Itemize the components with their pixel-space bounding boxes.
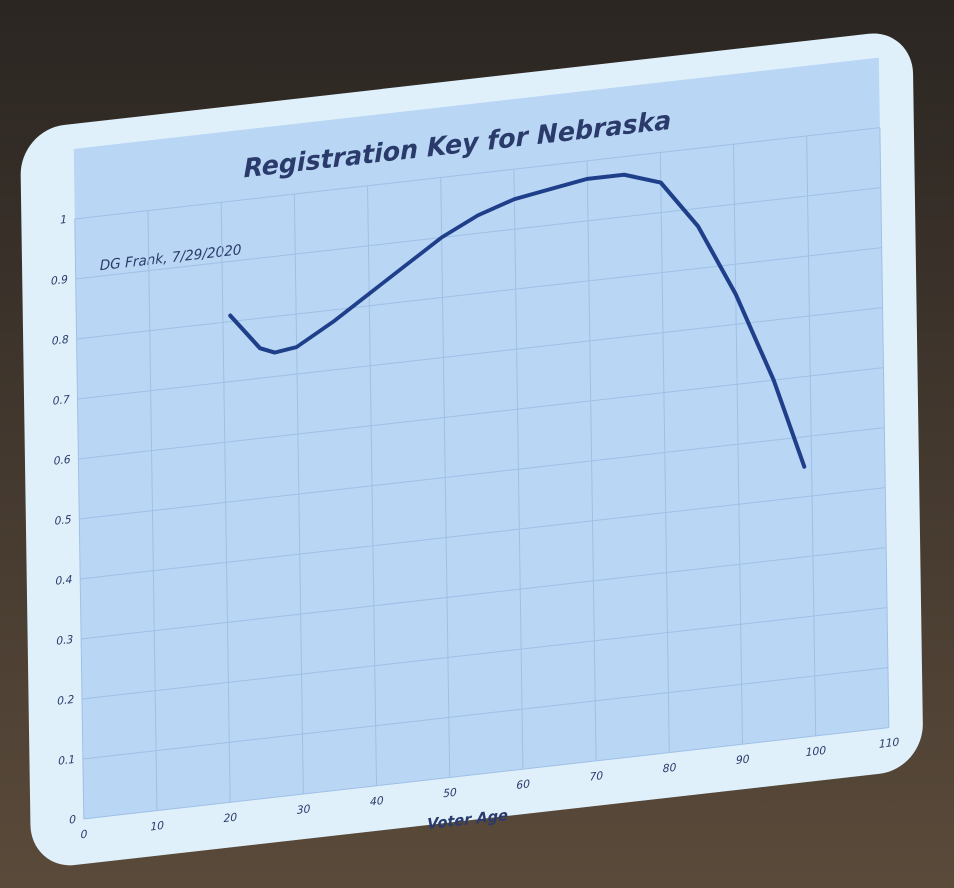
x-tick-label: 50 bbox=[443, 786, 457, 801]
x-tick-label: 60 bbox=[516, 777, 530, 792]
x-tick-label: 10 bbox=[150, 819, 164, 834]
grid-line bbox=[147, 210, 158, 811]
grid-line bbox=[440, 177, 451, 778]
grid-line bbox=[513, 169, 524, 770]
y-tick-label: 0.4 bbox=[55, 573, 72, 588]
grid-line bbox=[80, 487, 886, 580]
x-tick-label: 100 bbox=[806, 744, 827, 759]
grid-line bbox=[83, 727, 889, 820]
y-tick-label: 0.8 bbox=[52, 333, 69, 348]
x-tick-label: 20 bbox=[224, 810, 238, 825]
grid-line bbox=[367, 185, 378, 786]
grid-line bbox=[78, 367, 884, 460]
grid-line bbox=[75, 187, 881, 280]
grid-line bbox=[586, 160, 597, 761]
grid-line bbox=[81, 607, 888, 700]
x-tick-label: 80 bbox=[663, 761, 677, 776]
plot-area bbox=[73, 57, 889, 819]
grid-line bbox=[76, 247, 882, 340]
x-tick-label: 40 bbox=[370, 794, 384, 809]
grid-line bbox=[79, 427, 885, 520]
data-line bbox=[228, 172, 807, 469]
y-tick-label: 1 bbox=[60, 213, 67, 227]
projection-screen: Registration Key for Nebraska DG Frank, … bbox=[20, 33, 923, 866]
y-tick-label: 0.2 bbox=[57, 693, 74, 708]
y-tick-label: 0.9 bbox=[51, 273, 68, 288]
grid-line bbox=[659, 152, 670, 753]
y-tick-label: 0.5 bbox=[54, 513, 71, 528]
x-tick-label: 30 bbox=[297, 802, 311, 817]
grid-line bbox=[806, 135, 817, 737]
x-tick-label: 110 bbox=[879, 735, 900, 750]
grid-line bbox=[74, 127, 880, 220]
y-tick-label: 0 bbox=[69, 813, 76, 827]
y-tick-label: 0.6 bbox=[54, 453, 71, 468]
y-tick-label: 0.1 bbox=[58, 753, 75, 768]
grid-line bbox=[293, 193, 304, 795]
y-tick-label: 0.7 bbox=[53, 393, 70, 408]
grid-line bbox=[74, 218, 85, 820]
grid-line bbox=[81, 547, 887, 640]
x-tick-label: 90 bbox=[736, 752, 750, 767]
grid-line bbox=[82, 667, 888, 760]
x-tick-label: 0 bbox=[81, 827, 88, 841]
grid-line bbox=[733, 144, 743, 745]
y-tick-label: 0.3 bbox=[56, 633, 73, 648]
x-tick-label: 70 bbox=[589, 769, 603, 784]
grid-line bbox=[879, 127, 890, 728]
grid-line bbox=[220, 202, 231, 803]
